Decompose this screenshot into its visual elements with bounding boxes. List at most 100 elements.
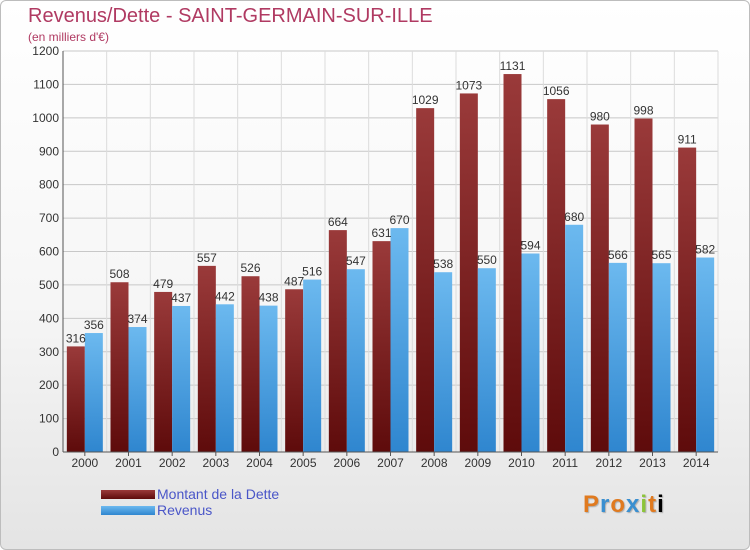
y-tick-label: 500 [39, 278, 59, 292]
legend-swatch-dette [101, 490, 155, 499]
bars [66, 74, 715, 453]
y-tick-label: 700 [39, 211, 59, 225]
data-label-revenus: 680 [564, 210, 584, 224]
bar-dette [634, 118, 653, 453]
bar-dette [416, 108, 435, 452]
y-tick-label: 1100 [33, 77, 59, 91]
data-label-dette: 557 [197, 251, 217, 265]
x-tick-label: 2000 [71, 456, 98, 470]
bar-revenus [608, 262, 627, 452]
x-tick-label: 2010 [508, 456, 535, 470]
data-label-revenus: 438 [258, 291, 278, 305]
bar-dette [547, 99, 566, 453]
logo-letter: i [640, 491, 649, 518]
data-label-revenus: 594 [520, 239, 540, 253]
bar-revenus [303, 279, 322, 452]
bar-dette [503, 74, 522, 453]
logo-letter: r [600, 491, 611, 518]
data-label-revenus: 437 [171, 291, 191, 305]
proxiti-logo: Proxiti [583, 491, 665, 519]
bar-dette [678, 147, 697, 453]
data-label-revenus: 356 [84, 318, 104, 332]
bar-revenus [128, 327, 147, 452]
axes: 0 100 200 300 400 500 600 700 800 900 1000 1100 1200… [32, 44, 718, 470]
logo-letter: t [648, 491, 658, 518]
data-label-dette: 911 [678, 133, 697, 147]
data-label-dette: 631 [371, 226, 391, 240]
data-label-revenus: 582 [695, 243, 715, 257]
data-label-revenus: 516 [302, 265, 322, 279]
data-label-revenus: 374 [127, 312, 147, 326]
x-tick-label: 2002 [159, 456, 186, 470]
data-label-dette: 664 [328, 215, 348, 229]
bar-revenus [259, 305, 278, 452]
x-tick-label: 2014 [683, 456, 710, 470]
x-tick-label: 2013 [639, 456, 666, 470]
bar-revenus [477, 268, 496, 452]
bar-revenus [696, 257, 715, 452]
bar-revenus [652, 263, 671, 452]
data-label-dette: 1056 [543, 84, 570, 98]
bar-dette [328, 230, 347, 452]
data-label-dette: 1029 [412, 93, 439, 107]
x-tick-label: 2012 [595, 456, 622, 470]
bar-revenus [390, 228, 409, 452]
bar-dette [110, 282, 129, 452]
data-label-revenus: 547 [346, 254, 366, 268]
data-label-revenus: 538 [433, 257, 453, 271]
bar-revenus [565, 224, 584, 452]
logo-letter: i [657, 491, 665, 518]
y-tick-label: 300 [39, 345, 59, 359]
bar-dette [197, 265, 216, 452]
data-label-dette: 487 [284, 274, 304, 288]
data-label-dette: 316 [66, 331, 86, 345]
bar-revenus [215, 304, 234, 452]
chart-subtitle: (en milliers d'€) [28, 30, 109, 44]
legend-label-revenus: Revenus [157, 502, 213, 518]
bar-revenus [434, 272, 453, 452]
bar-dette [459, 93, 478, 453]
x-tick-label: 2011 [552, 456, 578, 470]
x-tick-label: 2004 [246, 456, 273, 470]
data-label-dette: 1131 [500, 59, 526, 73]
data-label-revenus: 566 [608, 248, 628, 262]
data-label-revenus: 670 [389, 213, 409, 227]
data-label-dette: 526 [240, 261, 260, 275]
data-label-dette: 479 [153, 277, 173, 291]
y-tick-label: 400 [39, 311, 59, 325]
bar-revenus [346, 269, 365, 452]
y-tick-label: 1000 [32, 111, 59, 125]
data-label-revenus: 565 [651, 248, 671, 262]
bar-revenus [84, 333, 103, 452]
logo-letter: P [583, 491, 601, 518]
bar-dette [285, 289, 304, 452]
data-label-dette: 508 [109, 267, 129, 281]
chart-title: Revenus/Dette - SAINT-GERMAIN-SUR-ILLE [28, 5, 433, 27]
logo-letter: o [610, 491, 627, 518]
bar-dette [241, 276, 260, 452]
data-label-dette: 998 [633, 104, 653, 118]
y-tick-label: 800 [39, 178, 59, 192]
bar-revenus [521, 253, 540, 452]
bar-dette [372, 241, 391, 452]
legend-label-dette: Montant de la Dette [157, 486, 280, 502]
logo-letter: x [626, 491, 641, 518]
y-tick-label: 100 [39, 412, 59, 426]
data-label-revenus: 550 [477, 253, 497, 267]
x-tick-label: 2001 [115, 456, 142, 470]
data-label-dette: 980 [590, 110, 610, 124]
legend-swatch-revenus [101, 506, 155, 515]
data-label-dette: 1073 [455, 78, 482, 92]
x-tick-label: 2009 [464, 456, 491, 470]
data-label-revenus: 442 [215, 289, 235, 303]
y-tick-label: 900 [39, 144, 59, 158]
bar-dette [154, 291, 173, 452]
bar-dette [590, 124, 609, 453]
x-tick-label: 2008 [421, 456, 448, 470]
x-tick-label: 2006 [333, 456, 360, 470]
y-tick-label: 0 [52, 445, 59, 459]
x-tick-label: 2005 [290, 456, 317, 470]
x-tick-label: 2003 [202, 456, 229, 470]
y-tick-label: 200 [39, 378, 59, 392]
